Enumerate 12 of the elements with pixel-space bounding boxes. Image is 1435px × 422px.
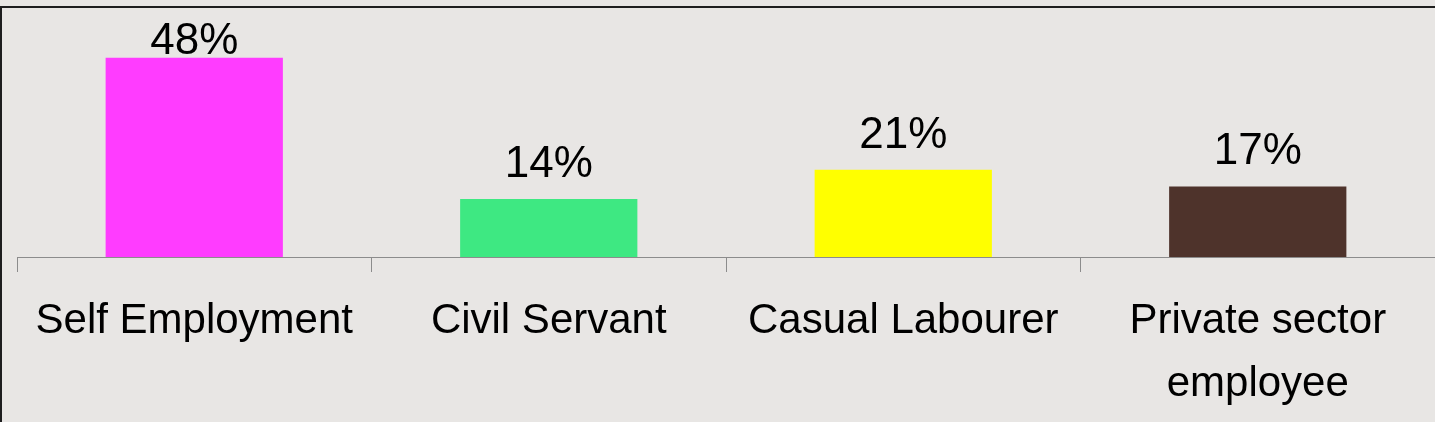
data-label: 14% bbox=[504, 136, 593, 186]
x-tick-label: Private sector employee bbox=[1129, 295, 1387, 406]
bar bbox=[105, 57, 283, 257]
bar bbox=[460, 198, 638, 257]
x-tick-label: Civil Servant bbox=[430, 295, 667, 343]
data-label: 21% bbox=[859, 107, 948, 157]
data-label: 17% bbox=[1213, 124, 1302, 174]
x-tick-label: Casual Labourer bbox=[747, 295, 1059, 343]
bar bbox=[1169, 186, 1347, 257]
data-label: 48% bbox=[150, 14, 239, 63]
bar bbox=[814, 169, 992, 257]
x-tick-label: Self Employment bbox=[35, 295, 354, 343]
